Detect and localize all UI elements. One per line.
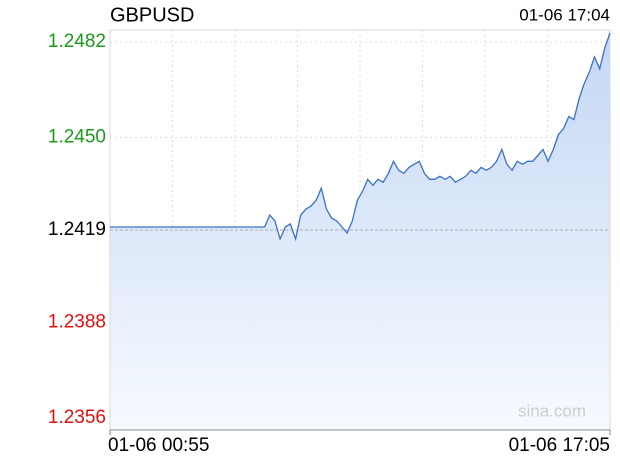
price-line — [110, 32, 611, 242]
y-tick-label: 1.2450 — [48, 126, 106, 147]
y-tick-label: 1.2419 — [48, 219, 106, 240]
x-tick-label: 01-06 17:05 — [509, 435, 610, 456]
area-fill — [110, 33, 610, 430]
y-tick-label: 1.2388 — [48, 312, 106, 333]
chart-title: GBPUSD — [110, 4, 194, 26]
watermark: sina.com — [518, 401, 586, 420]
x-tick-label: 01-06 00:55 — [108, 435, 209, 456]
y-tick-label: 1.2482 — [48, 31, 106, 52]
last-time: 01-06 17:04 — [519, 5, 610, 24]
y-tick-label: 1.2356 — [48, 407, 106, 428]
